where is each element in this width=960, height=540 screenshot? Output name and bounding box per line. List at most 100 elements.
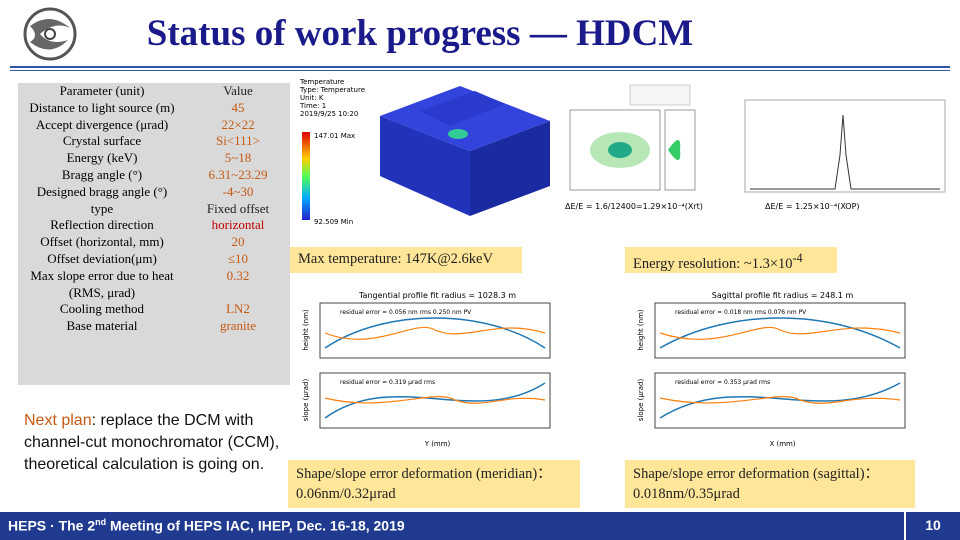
highlight-box: Shape/slope error deformation (meridian)…: [288, 460, 580, 508]
table-row: Offset deviation(μm) ≤10: [18, 251, 290, 268]
curve: [324, 396, 546, 404]
rule: [10, 70, 950, 71]
box-text: Shape/slope error deformation (sagittal)…: [633, 466, 880, 482]
caption: ΔE/E = 1.6/12400=1.29×10⁻⁴(Xrt): [565, 202, 703, 211]
value-cell: -4~30: [222, 183, 254, 199]
table-row: Bragg angle (°) 6.31~23.29: [18, 167, 290, 184]
value-cell: LN2: [226, 301, 250, 317]
xrt-plot: [569, 84, 696, 191]
curve: [659, 396, 901, 404]
axis-label: slope (μrad): [302, 379, 310, 422]
axis-label: height (nm): [302, 309, 310, 351]
next-plan-label: Next plan: [24, 412, 92, 429]
value-cell: ≤10: [227, 250, 249, 266]
legend: residual error = 0.018 nm rms 0.076 nm P…: [675, 309, 807, 316]
box-text: Shape/slope error deformation (meridian)…: [296, 466, 552, 482]
highlight-box: Max temperature: 147K@2.6keV: [290, 247, 522, 273]
table-row: Base material granite: [18, 318, 290, 335]
value-cell: 22×22: [221, 116, 255, 132]
curve: [659, 382, 901, 419]
value-cell: Value: [223, 83, 253, 98]
table: Parameter (unit) Value Distance to light s…: [18, 83, 290, 335]
box-sup: -4: [792, 251, 803, 265]
footer-part: HEPS · The 2: [8, 517, 96, 534]
separator: [904, 512, 906, 540]
param-cell: Reflection direction: [50, 217, 154, 233]
logo: [23, 7, 77, 61]
next-plan: Next plan: replace the DCM with channel-…: [24, 410, 279, 476]
value-cell: 6.31~23.29: [208, 166, 268, 182]
table-row: Crystal surface Si<111>: [18, 133, 290, 150]
xop-plot: [744, 99, 946, 193]
param-cell: type: [90, 200, 114, 216]
fea-min: 92.509 Min: [314, 218, 353, 226]
caption: ΔE/E = 1.25×10⁻⁴(XOP): [765, 202, 860, 211]
param-cell: Crystal surface: [62, 133, 142, 149]
value-cell: 0.32: [226, 267, 250, 283]
page-number: 10: [925, 517, 941, 533]
axes: [654, 372, 906, 429]
param-cell: Base material: [66, 318, 138, 334]
highlight-box: Shape/slope error deformation (sagittal)…: [625, 460, 915, 508]
table-row: Distance to light source (m) 45: [18, 100, 290, 117]
highlight-box: Energy resolution: ~1.3×10-4: [625, 247, 837, 273]
fea-max: 147.01 Max: [314, 132, 355, 140]
param-cell: Offset deviation(μm): [47, 250, 157, 266]
axes: [319, 372, 551, 429]
param-cell: Max slope error due to heat (RMS, μrad): [30, 267, 174, 300]
footer-text: HEPS · The 2nd Meeting of HEPS IAC, IHEP…: [8, 517, 405, 534]
value-cell: Si<111>: [215, 133, 261, 149]
axis-label: Y (mm): [424, 440, 451, 448]
param-cell: Designed bragg angle (°): [36, 183, 168, 199]
value-cell: 45: [231, 99, 245, 115]
param-cell: Offset (horizontal, mm): [40, 234, 164, 250]
fea-legend: 2019/9/25 10:20: [300, 110, 358, 118]
param-cell: Accept divergence (μrad): [35, 116, 169, 132]
table-row: Offset (horizontal, mm) 20: [18, 234, 290, 251]
param-cell: Parameter (unit): [59, 83, 145, 98]
curve: [659, 317, 901, 349]
footer-sup: nd: [95, 517, 107, 527]
fea-legend: Temperature: [299, 78, 344, 86]
rule: [10, 66, 950, 68]
axis-label: X (mm): [769, 440, 795, 448]
box-text: 0.06nm/0.32μrad: [296, 486, 396, 502]
next-plan-line: channel-cut monochromator (CCM),: [24, 434, 280, 451]
param-cell: Bragg angle (°): [61, 166, 143, 182]
fea-legend: Unit: K: [300, 94, 324, 102]
param-cell: Cooling method: [59, 301, 145, 317]
value-cell: 20: [231, 234, 245, 250]
plot-title: Sagittal profile fit radius = 248.1 m: [712, 291, 854, 300]
table-row: Energy (keV) 5~18: [18, 150, 290, 167]
fea-legend: Time: 1: [299, 102, 326, 110]
table-row: type Fixed offset: [18, 201, 290, 218]
value-cell: 5~18: [224, 150, 252, 166]
param-cell: Energy (keV): [66, 150, 138, 166]
box-text: Energy resolution: ~1.3×10: [633, 255, 793, 272]
value-cell: granite: [219, 318, 257, 334]
axis-label: height (nm): [637, 309, 645, 351]
fea-image: Temperature Type: Temperature Unit: K Ti…: [299, 78, 550, 226]
profile-plots: Tangential profile fit radius = 1028.3 m…: [302, 291, 906, 448]
table-row: Designed bragg angle (°) -4~30: [18, 184, 290, 201]
curve: [324, 317, 546, 349]
value-cell: Fixed offset: [206, 200, 270, 216]
param-table: Parameter (unit) Value Distance to light s…: [18, 83, 290, 385]
table-row: Cooling method LN2: [18, 301, 290, 318]
table-row: Parameter (unit) Value: [18, 83, 290, 100]
legend: residual error = 0.353 μrad rms: [675, 379, 770, 386]
legend: residual error = 0.056 nm rms 0.250 nm P…: [340, 309, 472, 316]
footer-part: Meeting of HEPS IAC, IHEP, Dec. 16-18, 2…: [106, 517, 405, 534]
fea-legend: Type: Temperature: [299, 86, 365, 94]
table-row: Max slope error due to heat (RMS, μrad) 0…: [18, 268, 290, 302]
param-cell: Distance to light source (m): [29, 99, 175, 115]
next-plan-line: : replace the DCM with: [91, 412, 254, 429]
box-text: 0.018nm/0.35μrad: [633, 486, 740, 502]
curve: [324, 326, 546, 340]
table-row: Reflection direction horizontal: [18, 217, 290, 234]
curve: [659, 326, 901, 340]
axis-label: slope (μrad): [637, 379, 645, 422]
footer: HEPS · The 2nd Meeting of HEPS IAC, IHEP…: [0, 512, 960, 540]
value-cell: horizontal: [211, 217, 265, 233]
